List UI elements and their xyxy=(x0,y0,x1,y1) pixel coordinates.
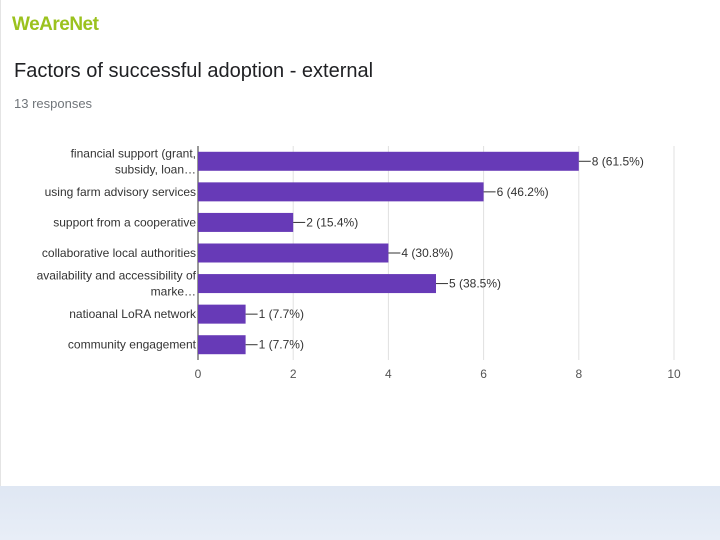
bar-6 xyxy=(198,335,246,355)
x-tick-label-6: 6 xyxy=(480,367,487,381)
value-label-6: 1 (7.7%) xyxy=(259,338,304,352)
value-label-2: 2 (15.4%) xyxy=(306,215,358,229)
category-label-2: support from a cooperative xyxy=(53,215,196,229)
value-label-5: 1 (7.7%) xyxy=(259,307,304,321)
bar-1 xyxy=(198,182,484,202)
value-label-3: 4 (30.8%) xyxy=(401,246,453,260)
left-border xyxy=(0,0,1,486)
value-label-1: 6 (46.2%) xyxy=(497,185,549,199)
bar-3 xyxy=(198,243,389,263)
x-tick-label-4: 4 xyxy=(385,367,392,381)
bar-0 xyxy=(198,151,579,171)
category-label-4-line-1: marke… xyxy=(151,285,196,299)
x-tick-label-8: 8 xyxy=(575,367,582,381)
x-tick-label-0: 0 xyxy=(195,367,202,381)
response-count: 13 responses xyxy=(14,96,93,111)
x-tick-label-10: 10 xyxy=(667,367,681,381)
value-label-0: 8 (61.5%) xyxy=(592,154,644,168)
brand-logo: WeAreNet xyxy=(12,14,99,35)
x-tick-label-2: 2 xyxy=(290,367,297,381)
category-label-3: collaborative local authorities xyxy=(42,246,196,260)
bar-4 xyxy=(198,274,436,294)
category-label-0-line-1: subsidy, loan… xyxy=(115,162,196,176)
category-label-6: community engagement xyxy=(68,338,197,352)
value-label-4: 5 (38.5%) xyxy=(449,277,501,291)
category-label-4-line-0: availability and accessibility of xyxy=(37,269,197,283)
bar-5 xyxy=(198,304,246,324)
chart-title: Factors of successful adoption - externa… xyxy=(14,60,374,82)
bar-2 xyxy=(198,212,294,232)
category-label-0-line-0: financial support (grant, xyxy=(71,146,196,160)
footer-band xyxy=(0,486,720,540)
category-label-1: using farm advisory services xyxy=(45,185,196,199)
category-label-5: natioanal LoRA network xyxy=(69,307,197,321)
